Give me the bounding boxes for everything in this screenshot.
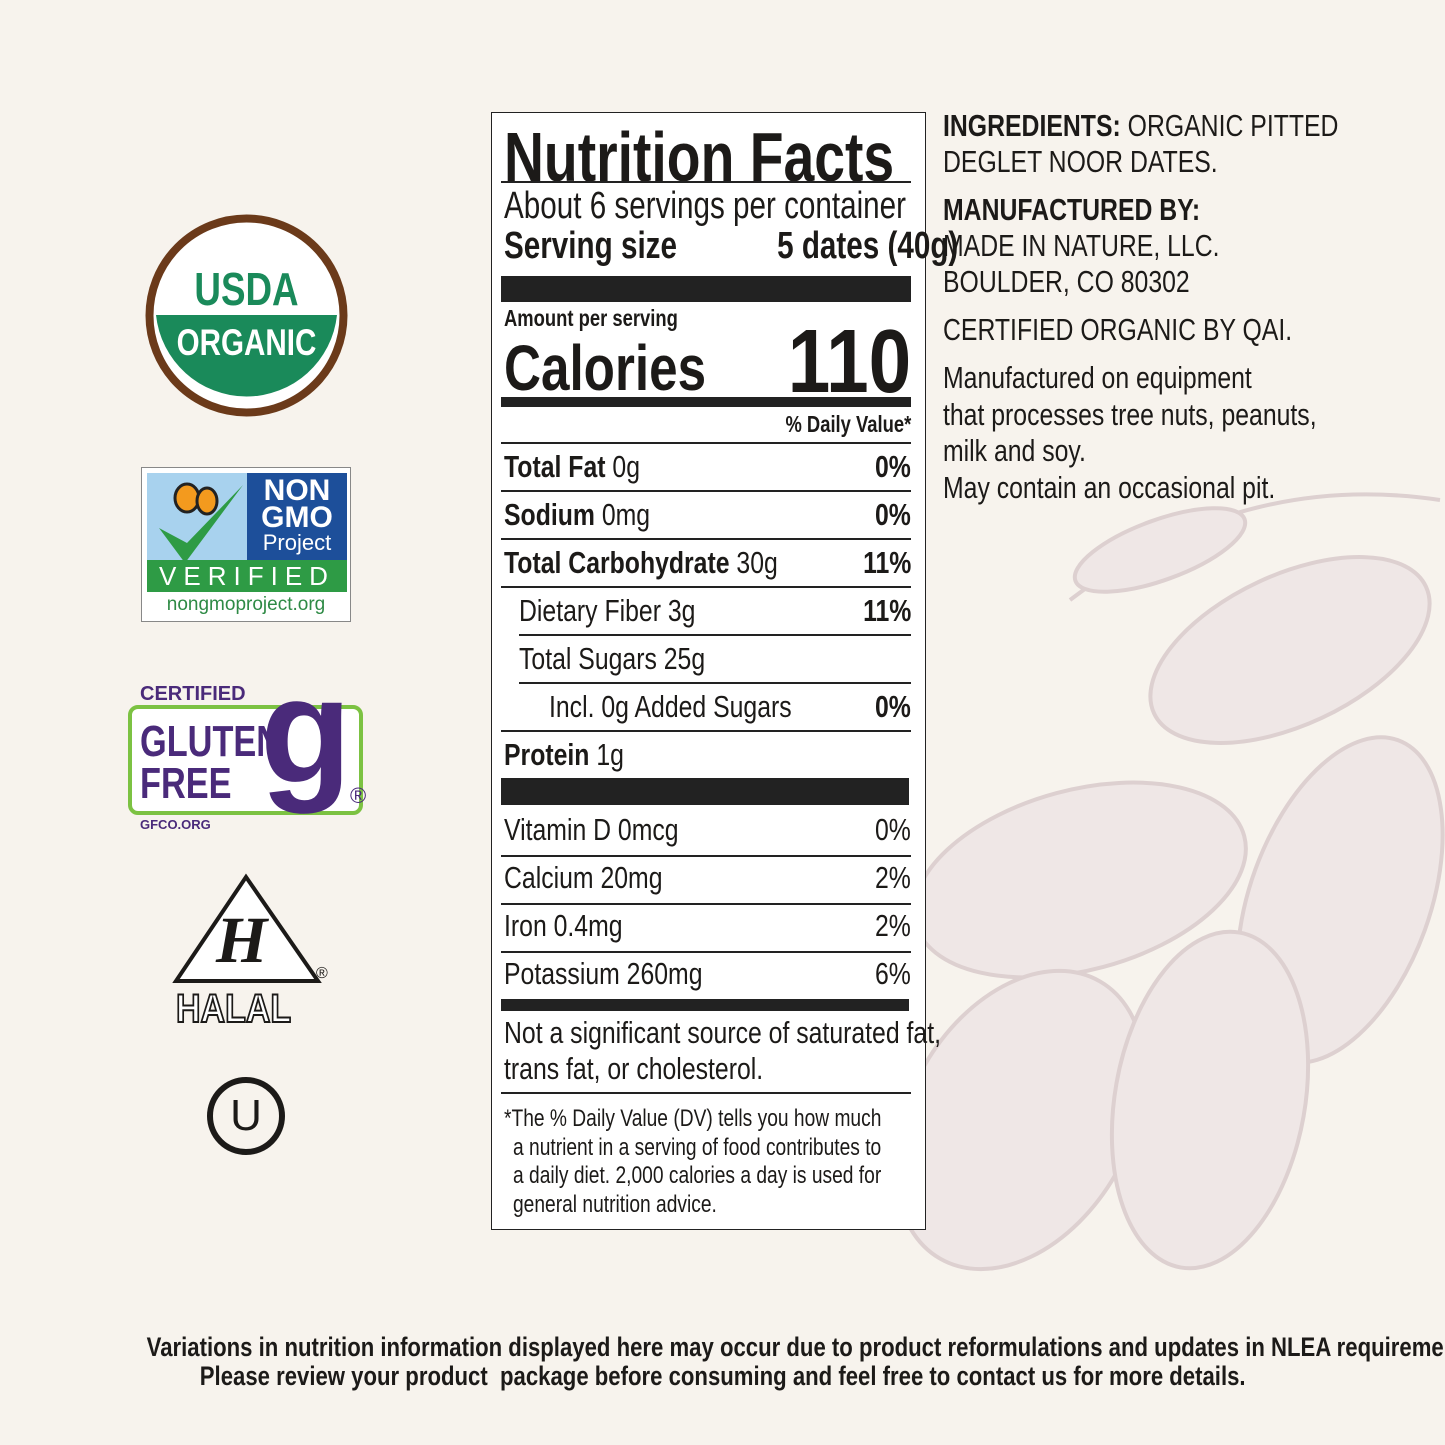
kosher-u-letter: U [230, 1091, 262, 1140]
vitamin-row: Vitamin D 0mcg 0% [504, 812, 911, 848]
non-gmo-project-badge: NON GMO Project VERIFIED nongmoproject.o… [141, 467, 351, 622]
usda-organic-seal: USDA ORGANIC [145, 214, 348, 417]
daily-value-footnote: *The % Daily Value (DV) tells you how mu… [504, 1105, 976, 1219]
ingredients-label: INGREDIENTS: [943, 108, 1121, 143]
nutrient-name: Dietary Fiber 3g [519, 593, 696, 628]
dates-illustration [893, 492, 1445, 1272]
halal-registered-mark: ® [316, 965, 328, 982]
vitamin-dv: 6% [875, 956, 911, 991]
gluten-text: GLUTEN [140, 717, 282, 766]
nutrient-row-total-carbohydrate: Total Carbohydrate 30g 11% [504, 545, 911, 581]
nutrient-row-sodium: Sodium 0mg 0% [504, 497, 911, 533]
servings-per-container: About 6 servings per container [504, 185, 907, 227]
gluten-free-badge: CERTIFIED GLUTEN FREE g ® GFCO.ORG [128, 655, 373, 835]
note-line: Not a significant source of saturated fa… [504, 1015, 941, 1050]
footnote-line: general nutrition advice. [513, 1190, 717, 1218]
amount-per-serving: Amount per serving [504, 305, 678, 331]
vitamin-name: Vitamin D 0mcg [504, 812, 679, 847]
vitamin-dv: 2% [875, 860, 911, 895]
calories-label: Calories [504, 332, 707, 404]
footnote-line: *The % Daily Value (DV) tells you how mu… [504, 1105, 882, 1132]
vitamin-row: Calcium 20mg 2% [504, 860, 911, 896]
footnote-line: a nutrient in a serving of food contribu… [513, 1133, 882, 1161]
disclaimer: Variations in nutrition information disp… [0, 1333, 1445, 1391]
ingredients-text: ORGANIC PITTED [1127, 108, 1339, 143]
vitamin-name: Calcium 20mg [504, 860, 663, 895]
nutrient-row-dietary-fiber: Dietary Fiber 3g 11% [519, 593, 911, 629]
calories-value: 110 [787, 312, 911, 412]
organic-text: ORGANIC [176, 322, 317, 363]
halal-symbol: H ® HALAL [172, 873, 337, 1032]
vitamin-name: Iron 0.4mg [504, 908, 623, 943]
allergen-line: May contain an occasional pit. [943, 469, 1276, 505]
manufacturer-address: BOULDER, CO 80302 [943, 264, 1190, 299]
nutrient-dv: 11% [862, 593, 911, 628]
vitamin-name: Potassium 260mg [504, 956, 703, 991]
vitamin-row: Potassium 260mg 6% [504, 956, 911, 992]
gmo-text: GMO [261, 501, 333, 534]
kosher-ou-symbol: U [207, 1077, 285, 1155]
nutrient-name: Incl. 0g Added Sugars [549, 689, 792, 724]
note-line: trans fat, or cholesterol. [504, 1051, 764, 1086]
usda-seal-graphic [145, 214, 348, 417]
serving-size-label: Serving size [504, 225, 677, 267]
nutrient-row-added-sugars: Incl. 0g Added Sugars 0% [549, 689, 911, 725]
nutrient-name: Protein [504, 737, 590, 772]
certified-text: CERTIFIED [140, 683, 246, 705]
serving-size-value: 5 dates (40g) [776, 225, 959, 267]
ingredients-text: DEGLET NOOR DATES. [943, 144, 1218, 179]
nutrient-name: Total Sugars 25g [519, 641, 706, 676]
free-text: FREE [140, 759, 232, 808]
halal-text: HALAL [175, 986, 292, 1032]
nutrient-dv: 11% [862, 545, 911, 580]
halal-h-letter: H [216, 904, 268, 977]
nutrient-dv: 0% [875, 449, 911, 484]
nutrient-amount: 0mg [601, 497, 651, 532]
allergen-line: that processes tree nuts, peanuts, [943, 396, 1317, 432]
halal-triangle-icon [172, 873, 322, 983]
nutrient-amount: 1g [596, 737, 624, 772]
allergen-line: milk and soy. [943, 433, 1086, 468]
certified-organic-by: CERTIFIED ORGANIC BY QAI. [943, 312, 1293, 347]
nutrient-amount: 0g [612, 449, 640, 484]
nutrient-name: Total Fat [504, 449, 606, 484]
vitamin-row: Iron 0.4mg 2% [504, 908, 911, 944]
nutrient-row-total-fat: Total Fat 0g 0% [504, 449, 911, 485]
nutrient-dv: 0% [875, 689, 911, 724]
vitamin-dv: 0% [875, 812, 911, 847]
daily-value-header: % Daily Value* [785, 411, 911, 437]
nutrition-facts-title: Nutrition Facts [504, 118, 895, 196]
nutrient-amount: 30g [736, 545, 778, 580]
nutrient-name: Total Carbohydrate [504, 545, 730, 580]
nutrient-dv: 0% [875, 497, 911, 532]
allergen-line: Manufactured on equipment [943, 360, 1252, 395]
not-significant-note: Not a significant source of saturated fa… [504, 1015, 1050, 1087]
disclaimer-line: Please review your product package befor… [199, 1361, 1246, 1391]
usda-text: USDA [194, 263, 299, 315]
verified-text: VERIFIED [147, 560, 347, 592]
gluten-free-g-mark: g [260, 646, 352, 814]
non-text: NON [263, 474, 331, 507]
project-text: Project [262, 530, 332, 555]
footnote-line: a daily diet. 2,000 calories a day is us… [513, 1162, 882, 1189]
disclaimer-line: Variations in nutrition information disp… [146, 1332, 1445, 1362]
registered-mark: ® [350, 783, 367, 808]
butterfly-checkmark-icon [147, 473, 247, 563]
nutrient-row-total-sugars: Total Sugars 25g [519, 641, 911, 677]
manufactured-by-label: MANUFACTURED BY: [943, 192, 1201, 227]
nutrition-facts-label: Nutrition Facts About 6 servings per con… [491, 112, 958, 1230]
nutrient-row-protein: Protein 1g [504, 737, 911, 773]
manufacturer-name: MADE IN NATURE, LLC. [943, 228, 1220, 263]
non-gmo-url: nongmoproject.org [166, 594, 326, 615]
gfco-url: GFCO.ORG [140, 817, 211, 832]
product-info: INGREDIENTS: ORGANIC PITTED DEGLET NOOR D… [943, 108, 1403, 518]
nutrient-name: Sodium [504, 497, 595, 532]
vitamin-dv: 2% [875, 908, 911, 943]
